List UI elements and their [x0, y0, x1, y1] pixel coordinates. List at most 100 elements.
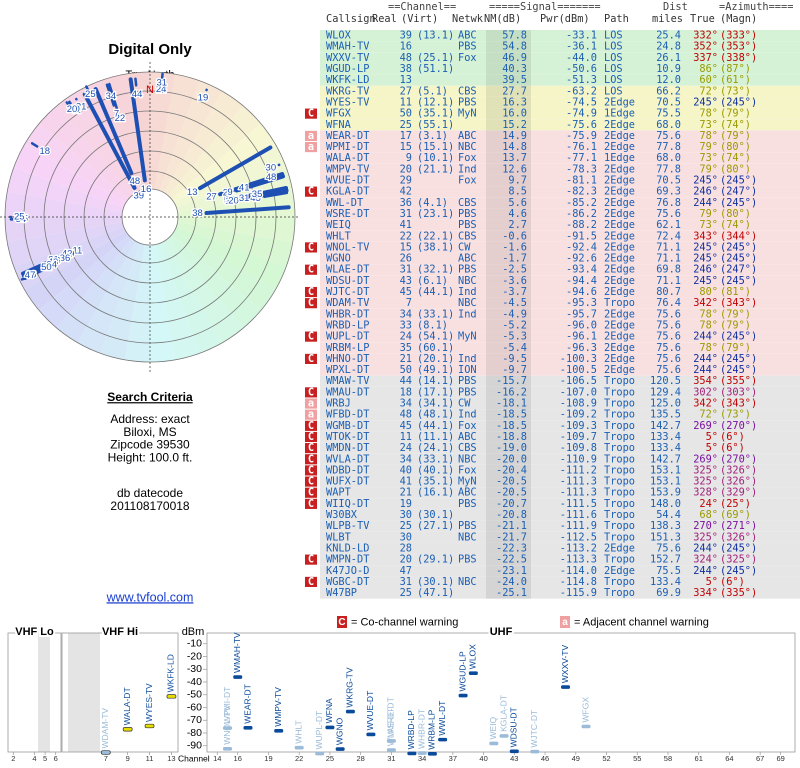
warning-letter: a — [308, 409, 314, 421]
cell-nm: 5.6 — [508, 197, 527, 209]
cell-callsign: WAPT — [326, 487, 351, 499]
band-frame — [206, 632, 796, 753]
header-group: ==Channel== — [388, 1, 456, 13]
cell-path: 2Edge — [604, 319, 635, 331]
cell-pwr: -91.5 — [566, 230, 597, 242]
cell-callsign: WYES-TV — [326, 96, 369, 108]
cell-real: 11 — [400, 431, 412, 443]
radar-signal — [250, 174, 285, 188]
cell-netwk: Fox — [458, 420, 477, 432]
cell-magn: (245°) — [720, 275, 757, 287]
radar-channel: 20 — [228, 195, 239, 206]
cell-nm: 16.3 — [502, 96, 527, 108]
radar-channel: 38 — [192, 208, 203, 219]
cell-true: 78° — [699, 319, 718, 331]
cell-magn: (245°) — [720, 197, 757, 209]
cell-true: 24° — [699, 498, 718, 510]
warning-badge — [305, 465, 317, 476]
warning-badge — [305, 142, 317, 153]
cell-callsign: K47JO-D — [326, 565, 369, 577]
radar-signal — [93, 87, 134, 176]
cell-nm: -19.0 — [496, 442, 527, 454]
nm-column-shade — [486, 264, 531, 276]
radar-channel: 27 — [206, 192, 217, 203]
cell-nm: -4.9 — [502, 308, 527, 320]
cell-pwr: -109.8 — [560, 442, 597, 454]
cell-path: 2Edge — [604, 230, 635, 242]
legend-key: C — [338, 617, 345, 628]
station-label: WLAE-DT — [386, 708, 396, 746]
cell-real: 28 — [400, 542, 412, 554]
radar-channel: 25 — [223, 188, 234, 199]
cell-real: 26 — [400, 253, 412, 265]
cell-path: Tropo — [604, 375, 635, 387]
cell-pwr: -75.6 — [566, 119, 597, 131]
row-background — [320, 397, 800, 410]
cell-dist: 135.5 — [650, 409, 681, 421]
row-background — [320, 375, 800, 387]
cell-virt: (51.1) — [417, 63, 454, 75]
nm-column-shade — [486, 531, 531, 543]
radar-sector — [150, 217, 287, 290]
cell-path: Tropo — [604, 587, 635, 599]
cell-nm: -20.8 — [496, 509, 527, 521]
cell-nm: 54.8 — [502, 41, 527, 53]
row-background — [320, 476, 800, 488]
cell-true: 245° — [693, 175, 718, 187]
warning-badge — [305, 576, 317, 587]
cell-path: 2Edge — [604, 253, 635, 265]
row-background — [320, 364, 800, 376]
cell-pwr: -109.7 — [560, 431, 597, 443]
cell-dist: 129.4 — [650, 386, 681, 398]
gap-band — [68, 633, 100, 752]
site-link[interactable]: www.tvfool.com — [106, 590, 194, 604]
cell-true: 244° — [693, 353, 718, 365]
cell-pwr: -96.3 — [566, 342, 597, 354]
row-background — [320, 174, 800, 187]
cell-true: 244° — [693, 331, 718, 343]
cell-dist: 138.3 — [650, 520, 681, 532]
cell-dist: 125.0 — [650, 398, 681, 410]
cell-real: 27 — [400, 85, 412, 97]
cell-magn: (344°) — [720, 230, 757, 242]
row-background — [320, 520, 800, 532]
cell-real: 13 — [400, 74, 412, 86]
warning-letter: C — [308, 297, 314, 309]
radar-signal — [263, 191, 289, 199]
radar-channel: 48 — [266, 172, 277, 183]
radar-channel: 35 — [252, 189, 263, 200]
cell-pwr: -109.3 — [560, 420, 597, 432]
cell-virt: (15.1) — [417, 141, 454, 153]
band-frame — [7, 632, 62, 753]
radar-sector — [150, 105, 262, 217]
station-label: WRBM-LP — [427, 709, 437, 749]
station-bar — [458, 693, 468, 698]
cell-real: 43 — [400, 275, 412, 287]
radar-channel: 39 — [133, 190, 144, 201]
cell-pwr: -96.1 — [566, 331, 597, 343]
cell-virt: (6.1) — [417, 275, 448, 287]
cell-dist: 133.4 — [650, 442, 681, 454]
cell-callsign: WRBM-LP — [326, 342, 369, 354]
cell-magn: (326°) — [720, 464, 757, 476]
cell-virt: (25.1) — [417, 52, 454, 64]
cell-dist: 76.4 — [656, 297, 681, 309]
row-background — [320, 186, 800, 198]
warning-badge — [305, 264, 317, 275]
cell-callsign: WMAU-DT — [326, 386, 369, 398]
cell-netwk: MyN — [458, 108, 477, 120]
cell-callsign: WMAW-TV — [326, 375, 369, 387]
cell-callsign: WMDN-DT — [326, 442, 369, 454]
column-header: miles — [652, 13, 683, 25]
cell-magn: (6°) — [720, 442, 745, 454]
x-tick-label: 14 — [213, 754, 221, 763]
radar-channel: 30 — [69, 104, 80, 115]
cell-real: 18 — [400, 386, 412, 398]
radar-signal — [264, 186, 288, 194]
cell-pwr: -36.1 — [566, 41, 597, 53]
cell-pwr: -109.2 — [560, 409, 597, 421]
cell-real: 47 — [400, 565, 412, 577]
radar-sector — [77, 217, 150, 354]
cell-virt: (44.1) — [417, 420, 454, 432]
cell-magn: (73°) — [720, 85, 751, 97]
